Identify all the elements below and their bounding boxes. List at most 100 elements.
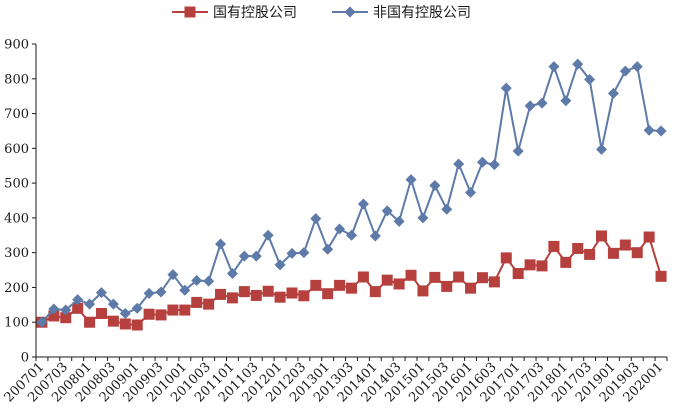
data-point-diamond bbox=[346, 229, 357, 241]
data-point-diamond bbox=[465, 187, 477, 199]
data-point-diamond bbox=[274, 259, 286, 271]
y-tick-label: 300 bbox=[4, 246, 29, 261]
data-point-diamond bbox=[36, 316, 48, 328]
data-point-diamond bbox=[560, 95, 572, 107]
data-point-square bbox=[476, 272, 488, 284]
data-point-diamond bbox=[524, 100, 536, 112]
data-point-square bbox=[643, 231, 655, 243]
data-point-square bbox=[215, 288, 227, 300]
data-point-square bbox=[250, 289, 262, 301]
data-point-square bbox=[441, 280, 453, 292]
data-point-diamond bbox=[369, 230, 381, 242]
y-tick-label: 400 bbox=[4, 211, 29, 226]
legend-square-marker bbox=[184, 6, 196, 18]
data-point-square bbox=[536, 260, 548, 272]
y-tick-label: 0 bbox=[21, 351, 29, 366]
data-point-diamond bbox=[584, 73, 596, 85]
y-tick-label: 800 bbox=[4, 72, 29, 87]
data-point-diamond bbox=[572, 58, 584, 70]
data-point-square bbox=[322, 288, 334, 300]
data-point-diamond bbox=[203, 275, 215, 287]
y-tick-label: 200 bbox=[4, 281, 29, 296]
data-point-diamond bbox=[357, 198, 369, 210]
y-tick-label: 100 bbox=[4, 316, 29, 331]
data-point-square bbox=[607, 247, 619, 259]
data-point-square bbox=[60, 312, 72, 324]
data-point-square bbox=[429, 271, 441, 283]
data-point-diamond bbox=[548, 61, 560, 73]
data-point-square bbox=[465, 282, 477, 294]
data-point-diamond bbox=[155, 286, 167, 298]
data-point-diamond bbox=[536, 97, 548, 109]
data-point-square bbox=[512, 268, 524, 280]
data-point-diamond bbox=[179, 284, 191, 296]
data-point-square bbox=[191, 296, 203, 308]
data-point-diamond bbox=[95, 287, 107, 299]
data-point-square bbox=[488, 276, 500, 288]
data-point-square bbox=[619, 239, 631, 251]
data-point-diamond bbox=[191, 274, 203, 286]
data-point-square bbox=[655, 270, 667, 282]
data-point-diamond bbox=[655, 125, 667, 137]
data-point-diamond bbox=[131, 302, 143, 314]
data-point-diamond bbox=[215, 238, 227, 250]
data-point-square bbox=[167, 304, 179, 316]
data-point-diamond bbox=[119, 308, 131, 320]
data-point-diamond bbox=[72, 294, 84, 306]
data-point-diamond bbox=[226, 268, 238, 280]
data-point-diamond bbox=[107, 298, 119, 310]
data-point-diamond bbox=[310, 213, 322, 225]
data-point-diamond bbox=[405, 174, 417, 186]
data-point-diamond bbox=[286, 247, 298, 259]
data-point-diamond bbox=[238, 250, 250, 262]
data-point-square bbox=[548, 240, 560, 252]
data-point-diamond bbox=[262, 229, 274, 241]
data-point-diamond bbox=[441, 203, 453, 215]
data-point-diamond bbox=[512, 145, 524, 157]
data-point-diamond bbox=[143, 287, 155, 299]
data-point-diamond bbox=[381, 205, 393, 217]
data-point-square bbox=[179, 304, 191, 316]
data-point-square bbox=[131, 319, 143, 331]
y-tick-label: 600 bbox=[4, 142, 29, 157]
data-point-square bbox=[155, 309, 167, 321]
data-point-diamond bbox=[488, 159, 500, 171]
data-point-diamond bbox=[84, 298, 96, 310]
data-point-diamond bbox=[596, 143, 608, 155]
data-point-square bbox=[453, 271, 465, 283]
data-point-square bbox=[84, 316, 96, 328]
data-point-diamond bbox=[453, 158, 465, 170]
data-point-square bbox=[500, 252, 512, 264]
data-point-square bbox=[524, 259, 536, 271]
data-point-square bbox=[107, 315, 119, 327]
data-point-diamond bbox=[334, 223, 346, 235]
data-point-square bbox=[417, 285, 429, 297]
data-point-square bbox=[346, 282, 357, 294]
data-point-square bbox=[286, 287, 298, 299]
data-point-square bbox=[357, 271, 369, 283]
data-point-square bbox=[393, 278, 405, 290]
data-point-diamond bbox=[60, 304, 72, 316]
legend-diamond-marker bbox=[344, 6, 356, 18]
data-point-diamond bbox=[250, 250, 262, 262]
data-point-square bbox=[143, 308, 155, 320]
data-point-diamond bbox=[631, 61, 643, 73]
data-point-square bbox=[72, 302, 84, 314]
data-point-square bbox=[310, 279, 322, 291]
data-point-diamond bbox=[607, 87, 619, 99]
data-point-square bbox=[596, 230, 608, 242]
data-point-square bbox=[572, 242, 584, 254]
data-point-diamond bbox=[393, 215, 405, 227]
data-point-diamond bbox=[429, 180, 441, 192]
data-point-square bbox=[238, 286, 250, 298]
series-line-1 bbox=[41, 234, 663, 327]
data-point-square bbox=[334, 279, 346, 291]
legend-label-2: 非国有控股公司 bbox=[373, 5, 471, 21]
legend-label-1: 国有控股公司 bbox=[213, 5, 297, 21]
data-point-diamond bbox=[298, 247, 310, 259]
data-point-square bbox=[298, 290, 310, 302]
data-point-square bbox=[584, 248, 596, 260]
data-point-diamond bbox=[322, 243, 334, 255]
